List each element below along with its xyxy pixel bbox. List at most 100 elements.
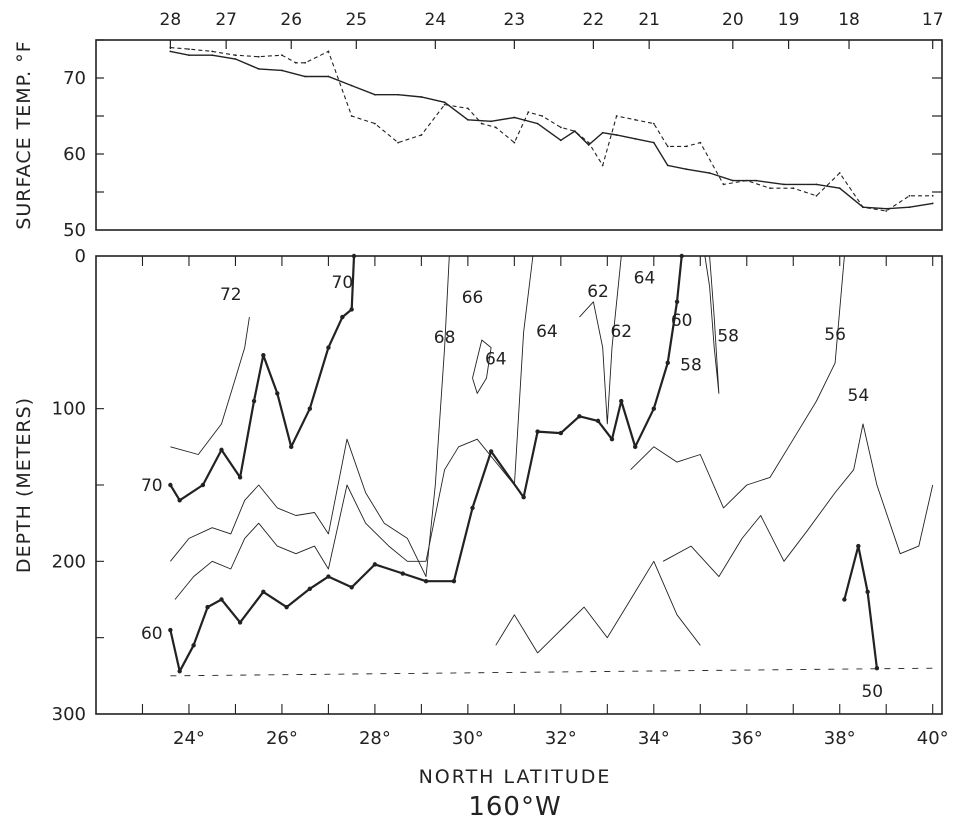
- isotherm-52: [495, 560, 701, 654]
- surface-temp-point: [685, 168, 688, 171]
- surface-temp-point: [350, 115, 353, 117]
- isotherm-point: [372, 562, 378, 567]
- isotherm-label: 54: [848, 386, 870, 406]
- surface-temp-point: [169, 46, 172, 49]
- top-y-ticks: 50 60 70: [63, 39, 942, 241]
- surface-temp-point: [685, 145, 688, 148]
- surface-temp-point: [188, 54, 190, 57]
- observation-depth-limit: [170, 667, 933, 677]
- isotherm-point: [470, 505, 475, 511]
- surface-temp-point: [931, 194, 934, 197]
- surface-temp-point: [862, 206, 864, 209]
- surface-temp-point: [420, 134, 423, 136]
- isotherm-point: [400, 571, 405, 576]
- top-x-tick-label: 25: [345, 10, 367, 30]
- surface-temp-point: [513, 116, 516, 119]
- surface-temp-point: [838, 172, 841, 174]
- isotherm-point: [326, 574, 331, 579]
- isotherm-point: [351, 253, 357, 259]
- surface-temp-point: [397, 93, 400, 96]
- isotherm-point: [349, 585, 354, 590]
- surface-temp-point: [699, 141, 702, 144]
- isotherm-point: [219, 597, 224, 602]
- isotherm-50-bold: [843, 544, 878, 669]
- surface-temp-point: [908, 206, 911, 209]
- surface-temp-dashed-series: [170, 47, 933, 212]
- surface-temp-point: [257, 67, 260, 70]
- isotherm-56: [630, 255, 845, 509]
- top-x-tick-label: 23: [504, 10, 526, 30]
- isotherm-point: [177, 669, 182, 674]
- surface-temp-point: [559, 126, 562, 129]
- isotherm-point: [865, 589, 870, 595]
- surface-temp-point: [792, 187, 795, 190]
- isotherm-label: 64: [536, 322, 558, 342]
- isotherm-point: [191, 643, 196, 648]
- isotherm-point: [237, 620, 243, 625]
- bottom-y-ticks: 0 100 200 300: [52, 246, 104, 725]
- surface-temp-point: [666, 145, 669, 148]
- bottom-x-tick-label: 34°: [638, 728, 670, 749]
- isotherm-label: 70: [332, 273, 354, 293]
- isotherm-point: [261, 589, 266, 595]
- isotherm-point: [535, 429, 540, 434]
- bottom-x-tick-label: 26°: [266, 728, 298, 749]
- isotherm-label: 50: [861, 682, 883, 702]
- top-y-tick-label: 50: [63, 220, 86, 241]
- isotherm-point: [674, 299, 680, 304]
- longitude-subtitle: 160°W: [468, 792, 561, 822]
- isotherm-68: [170, 255, 450, 578]
- surface-temp-point: [652, 141, 655, 144]
- isotherm-54: [662, 423, 934, 578]
- surface-temp-point: [815, 194, 818, 197]
- top-x-tick-label: 21: [638, 10, 660, 30]
- surface-temp-point: [587, 141, 590, 144]
- top-y-axis-label: SURFACE TEMP. °F: [13, 40, 35, 229]
- isotherm-point: [219, 447, 224, 453]
- surface-temp-point: [601, 131, 604, 134]
- isotherm-label: 72: [220, 285, 242, 305]
- isotherm-point: [488, 449, 494, 454]
- top-x-ticks: 28 27 26 25 24 23 22 21 20 19 18 17: [160, 10, 944, 49]
- isotherm-point: [275, 391, 280, 396]
- bottom-panel: 24° 26° 28° 30° 32° 34° 36° 38° 40° 0 100 200 300 7…: [13, 246, 949, 822]
- top-x-tick-label: 17: [922, 10, 944, 30]
- isotherm-label: 68: [434, 328, 456, 348]
- surface-temp-point: [281, 54, 283, 57]
- surface-temp-point: [234, 54, 237, 57]
- isotherm-point: [679, 253, 684, 259]
- isotherm-label: 70: [141, 476, 163, 496]
- isotherm-point: [451, 578, 457, 584]
- isotherm-60-bold: [169, 255, 683, 673]
- bottom-x-tick-label: 30°: [452, 728, 484, 749]
- surface-temp-point: [615, 134, 618, 136]
- isotherm-point: [261, 353, 266, 358]
- bottom-x-tick-label: 40°: [917, 728, 949, 749]
- surface-temp-point: [815, 183, 818, 186]
- surface-temp-point: [708, 172, 711, 174]
- top-x-tick-label: 28: [160, 10, 182, 30]
- surface-temp-point: [908, 194, 911, 197]
- surface-temp-point: [443, 103, 446, 106]
- isotherm-point: [842, 597, 847, 602]
- surface-temp-point: [466, 118, 469, 121]
- surface-temp-point: [838, 187, 841, 190]
- bottom-y-tick-label: 100: [52, 399, 86, 420]
- bottom-x-tick-label: 32°: [545, 728, 577, 749]
- isotherm-label: 64: [485, 349, 507, 369]
- top-x-tick-label: 18: [838, 10, 860, 30]
- isotherm-point: [168, 627, 173, 633]
- surface-temp-point: [652, 122, 655, 125]
- isotherm-72: [170, 317, 250, 455]
- bottom-plot-frame: [95, 255, 943, 715]
- surface-temp-point: [885, 207, 888, 210]
- bottom-y-tick-label: 200: [52, 551, 86, 572]
- surface-temp-point: [304, 75, 307, 78]
- surface-temp-point: [634, 118, 637, 121]
- isotherm-label: 58: [717, 326, 739, 346]
- isotherm-62: [579, 255, 622, 425]
- isotherm-point: [521, 495, 526, 500]
- bottom-x-tick-label: 38°: [824, 728, 856, 749]
- bottom-y-tick-label: 0: [75, 246, 86, 267]
- isotherm-point: [633, 444, 638, 450]
